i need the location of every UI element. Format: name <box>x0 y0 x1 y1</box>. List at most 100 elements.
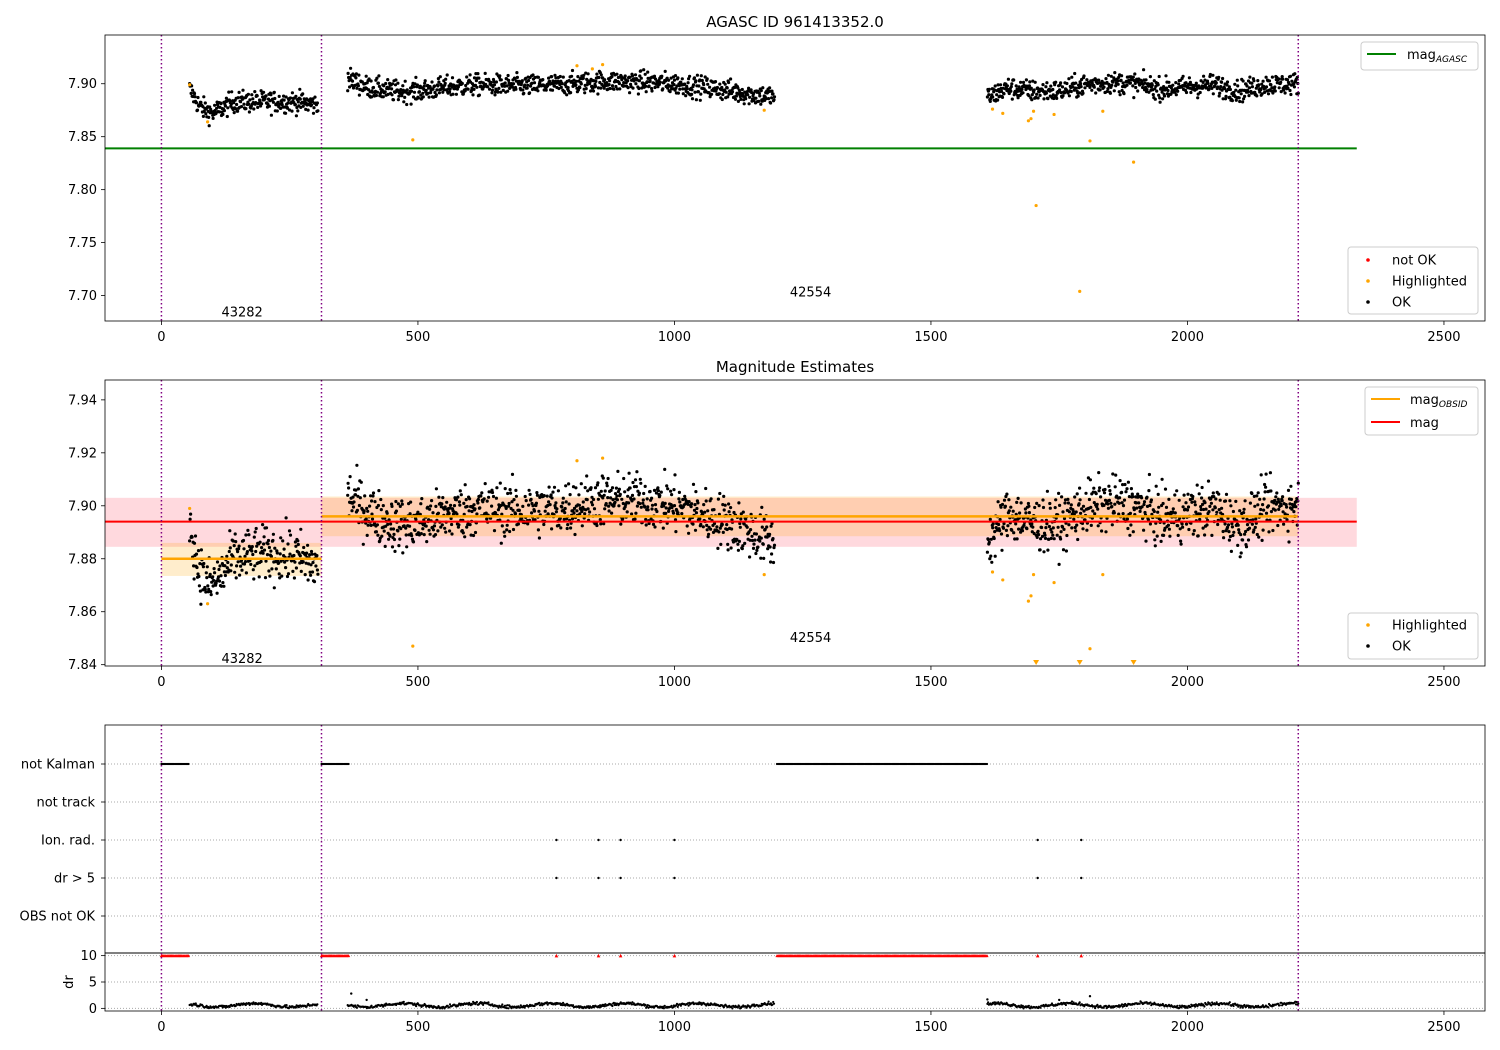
ok-point <box>476 72 480 76</box>
ok-point <box>1239 551 1243 555</box>
ok-point <box>1125 83 1129 87</box>
ok-point <box>758 94 762 98</box>
ok-point <box>455 512 459 516</box>
ok-point <box>357 73 361 77</box>
dr-point <box>507 1007 510 1010</box>
ok-point <box>663 501 667 505</box>
ok-point <box>211 116 215 120</box>
ok-point <box>416 96 420 100</box>
ok-point <box>425 540 429 544</box>
legend-box <box>1347 246 1479 315</box>
ok-point <box>386 522 390 527</box>
ok-point <box>1134 85 1138 90</box>
ok-point <box>747 102 751 106</box>
dr-point <box>370 1004 373 1007</box>
ok-point <box>1028 80 1032 84</box>
ok-point <box>1012 531 1016 535</box>
ok-point <box>727 510 731 514</box>
ok-point <box>637 86 641 91</box>
y-tick-label: 7.94 <box>68 393 97 408</box>
y-tick-label: 7.75 <box>68 236 97 251</box>
ok-point <box>1142 500 1147 504</box>
ok-point <box>488 87 492 91</box>
ok-point <box>207 115 211 119</box>
ok-point <box>1248 501 1252 505</box>
ok-point <box>725 523 729 527</box>
ok-point <box>493 511 498 515</box>
ok-point <box>695 73 700 77</box>
ok-point <box>1109 501 1113 505</box>
ok-point <box>1030 93 1034 97</box>
ok-point <box>280 574 284 578</box>
dr-capped-marker <box>186 954 191 958</box>
ok-point <box>1000 502 1005 507</box>
highlighted-point <box>575 459 579 463</box>
ok-point <box>1238 555 1242 559</box>
ok-point <box>750 538 755 543</box>
ok-point <box>1259 507 1263 512</box>
ok-point <box>1005 84 1010 88</box>
ok-point <box>388 534 392 538</box>
ok-point <box>1091 509 1095 513</box>
ok-point <box>222 584 226 588</box>
ok-point <box>271 538 275 543</box>
ok-point <box>231 539 235 543</box>
ok-point <box>650 507 654 511</box>
ok-point <box>717 92 722 96</box>
ok-point <box>1225 83 1229 87</box>
ok-point <box>199 548 203 552</box>
ok-point <box>1212 495 1216 499</box>
ok-point <box>686 81 690 85</box>
flag-point <box>187 762 190 766</box>
ok-point <box>1196 534 1200 538</box>
ok-point <box>700 78 704 83</box>
ok-point <box>377 84 381 88</box>
ok-point <box>651 522 656 527</box>
highlighted-point <box>206 120 210 124</box>
ok-point <box>1241 538 1245 542</box>
ok-point <box>1035 535 1039 540</box>
ok-point <box>1147 489 1151 493</box>
ok-point <box>1042 97 1046 101</box>
ok-point <box>703 75 707 79</box>
ok-point <box>267 545 271 550</box>
ok-point <box>1075 492 1079 496</box>
ok-point <box>1067 523 1071 527</box>
dr-point <box>501 1003 504 1006</box>
ok-point <box>1070 75 1074 79</box>
ok-point <box>663 69 667 73</box>
ok-point <box>498 74 502 78</box>
ok-point <box>458 489 462 493</box>
ok-point <box>1124 490 1128 494</box>
ok-point <box>602 493 606 497</box>
ok-point <box>1088 478 1092 482</box>
y-tick-label: 7.90 <box>68 77 97 92</box>
ok-point <box>262 535 266 539</box>
ok-point <box>615 498 620 502</box>
ok-point <box>188 517 192 521</box>
ok-point <box>247 533 251 537</box>
ok-point <box>1133 72 1137 76</box>
dr-point <box>244 1003 247 1007</box>
ok-point <box>569 91 573 95</box>
ok-point <box>211 575 215 579</box>
ok-point <box>760 525 764 529</box>
ok-point <box>1094 91 1098 95</box>
ok-point <box>306 543 310 547</box>
ok-point <box>1065 81 1069 86</box>
ok-point <box>413 528 417 533</box>
ok-point <box>602 522 606 526</box>
ok-point <box>1010 97 1014 101</box>
ok-point <box>999 532 1004 536</box>
ok-point <box>581 76 585 80</box>
ok-point <box>1179 539 1183 543</box>
x-tick-label: 1500 <box>914 330 947 345</box>
ok-point <box>1045 81 1049 85</box>
x-tick-label: 0 <box>157 675 165 690</box>
ok-point <box>1095 502 1099 506</box>
ok-point <box>436 84 440 88</box>
ok-point <box>228 546 232 550</box>
legend-marker-highlighted <box>1366 279 1370 283</box>
ok-point <box>241 538 246 543</box>
